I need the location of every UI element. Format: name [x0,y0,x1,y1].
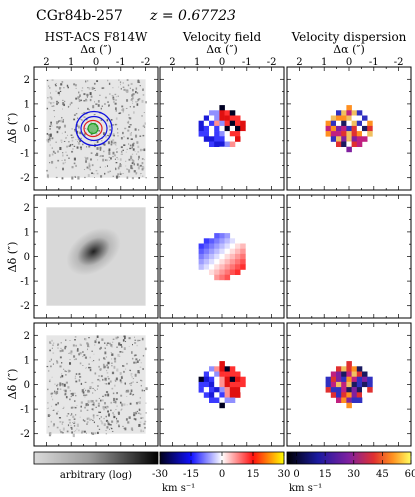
y-tick-label: 1 [24,227,30,238]
xlabel-col1: Δα (″) [80,43,112,56]
y-tick-label: -2 [20,173,30,184]
x-tick-label: -1 [116,57,126,68]
x-tick-labels: 2 1 0 -1 -2 2 1 0 -1 -2 2 1 0 -1 -2 [43,57,403,68]
colorbar-dispersion-unit: km s⁻¹ [289,483,322,494]
y-tick-label: 0 [24,380,30,391]
x-tick-label: 2 [169,57,175,68]
velocity-pixels [198,233,246,281]
y-tick-label: 2 [24,331,30,342]
panel-velocity-row1 [159,66,285,303]
panel-border [159,322,285,447]
colorbar-tick-label: 15 [319,469,332,480]
redshift-label: z = 0.67723 [149,8,236,24]
panel-residual-image [33,322,159,447]
col-title-dispersion: Velocity dispersion [291,30,407,44]
y-tick-labels: 2 1 0 -1 -2 2 1 0 -1 -2 2 1 0 -1 -2 [20,75,30,440]
colorbar-tick-label: 0 [219,469,225,480]
x-tick-label: 1 [68,57,74,68]
colorbar-dispersion [286,451,412,465]
y-tick-label: 1 [24,355,30,366]
panel-border [33,194,159,319]
ylabel-row3: Δδ (″) [6,369,19,400]
col-title-hst: HST-ACS F814W [45,30,148,44]
velocity-pixels [198,361,246,409]
ylabel-row1: Δδ (″) [6,113,19,144]
y-tick-label: 1 [24,99,30,110]
velocity-pixels [198,105,246,153]
panel-residual-dispersion [286,322,412,447]
contour-outer [75,110,113,147]
noise-texture [46,79,147,180]
colorbar-tick-label: -15 [183,469,199,480]
panel-model-dispersion [286,194,412,319]
panel-model-image [33,194,159,319]
x-tick-label: -1 [369,57,379,68]
psf-disk [170,273,200,303]
panel-border [286,66,412,191]
panel-model-velocity [159,194,285,319]
object-name: CGr84b-257 [36,8,123,24]
colorbar-tick-label: 60 [405,469,415,480]
xlabel-col2: Δα (″) [206,43,238,56]
panel-border [159,194,285,319]
x-tick-label: -2 [394,57,404,68]
axis-ticks [33,322,159,447]
colorbar-velocity-unit: km s⁻¹ [162,483,195,494]
contour-core [87,122,99,135]
contour-middle [80,115,108,142]
xlabel-col3: Δα (″) [333,43,365,56]
y-tick-label: 0 [24,252,30,263]
panel-border [33,322,159,447]
y-tick-label: -2 [20,429,30,440]
x-tick-label: 1 [321,57,327,68]
y-tick-label: -1 [20,149,30,160]
panel-border [33,66,159,191]
colorbar-intensity-label: arbitrary (log) [60,470,132,481]
y-tick-label: -1 [20,277,30,288]
x-tick-label: 0 [346,57,352,68]
x-tick-label: 1 [194,57,200,68]
colorbar-tick-label: 15 [247,469,260,480]
colorbar-tick-label: 0 [293,469,299,480]
x-tick-label: 0 [219,57,225,68]
contour-inner [83,119,103,138]
x-tick-label: 0 [93,57,99,68]
panel-dispersion-row1 [286,66,412,191]
panel-border [286,322,412,447]
axis-ticks [286,194,412,319]
noise-texture [46,335,148,438]
x-tick-label: -2 [267,57,277,68]
model-galaxy [66,227,121,276]
panel-border [286,194,412,319]
colorbar-dispersion-ticks: 0 15 30 45 60 [293,452,415,480]
y-tick-label: 0 [24,124,30,135]
velocity-pixels [325,361,373,409]
x-tick-label: -1 [242,57,252,68]
colorbar-tick-label: 45 [376,469,389,480]
colorbar-tick-label: -30 [152,469,168,480]
velocity-pixels [325,105,373,153]
col-title-velocity: Velocity field [182,30,262,44]
colorbar-tick-label: 30 [347,469,360,480]
colorbar-intensity [33,451,159,465]
x-tick-label: -2 [141,57,151,68]
panel-border [159,66,285,191]
ylabel-row2: Δδ (″) [6,242,19,273]
x-tick-label: 2 [43,57,49,68]
y-tick-label: 2 [24,203,30,214]
x-tick-label: 2 [296,57,302,68]
colorbar-tick-label: 30 [278,469,291,480]
panel-hst-row1 [33,66,159,191]
y-tick-label: -2 [20,301,30,312]
y-tick-label: 2 [24,75,30,86]
panel-residual-velocity [159,322,285,447]
colorbar-velocity-ticks: -30 -15 0 15 30 [152,452,290,480]
y-tick-label: -1 [20,405,30,416]
